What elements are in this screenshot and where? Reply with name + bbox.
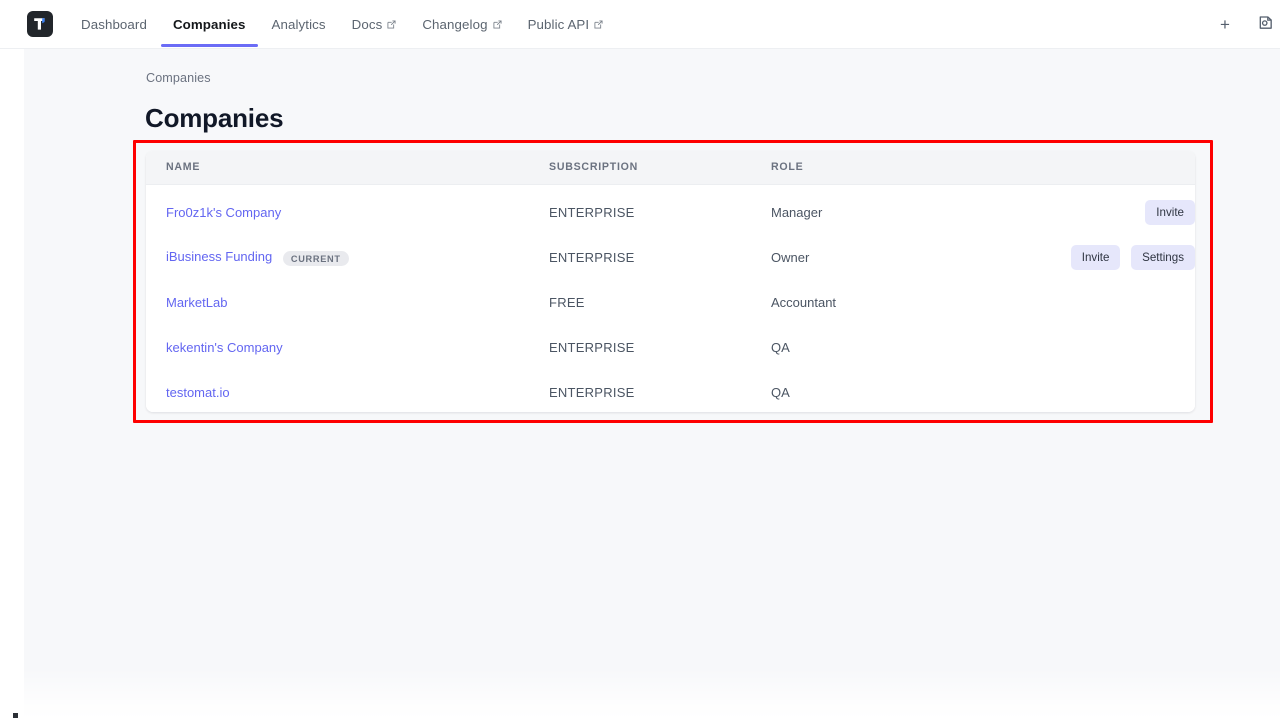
table-row: kekentin's Company ENTERPRISE QA bbox=[146, 325, 1195, 370]
nav-label-companies: Companies bbox=[172, 17, 246, 32]
nav-item-companies[interactable]: Companies bbox=[160, 0, 259, 49]
cell-name: iBusiness Funding CURRENT bbox=[146, 235, 529, 280]
plus-icon: + bbox=[1220, 15, 1230, 34]
column-header-name: NAME bbox=[146, 151, 529, 185]
cell-role: Manager bbox=[751, 184, 1041, 235]
table-head: NAME SUBSCRIPTION ROLE bbox=[146, 151, 1195, 185]
cell-role: Accountant bbox=[751, 280, 1041, 325]
brand-logo[interactable] bbox=[27, 11, 53, 37]
column-header-subscription: SUBSCRIPTION bbox=[529, 151, 751, 185]
cell-role: QA bbox=[751, 370, 1041, 412]
company-link[interactable]: MarketLab bbox=[166, 295, 228, 310]
cell-actions: Invite Settings bbox=[1041, 235, 1195, 280]
notification-button[interactable] bbox=[1254, 14, 1276, 36]
column-header-role: ROLE bbox=[751, 151, 1041, 185]
page-title: Companies bbox=[145, 103, 284, 133]
nav-item-analytics[interactable]: Analytics bbox=[259, 0, 339, 49]
nav-item-changelog[interactable]: Changelog bbox=[409, 0, 514, 49]
cell-subscription: FREE bbox=[529, 280, 751, 325]
breadcrumb[interactable]: Companies bbox=[146, 71, 211, 85]
company-link[interactable]: Fro0z1k's Company bbox=[166, 205, 282, 221]
cell-name: testomat.io bbox=[146, 370, 529, 412]
nav-actions: + bbox=[1214, 0, 1280, 49]
cell-subscription: ENTERPRISE bbox=[529, 325, 751, 370]
nav-item-public-api[interactable]: Public API bbox=[515, 0, 617, 49]
invite-button[interactable]: Invite bbox=[1070, 245, 1121, 270]
cell-actions bbox=[1041, 325, 1195, 370]
nav-label-changelog: Changelog bbox=[422, 17, 488, 32]
external-link-icon bbox=[493, 20, 502, 29]
nav-label-docs: Docs bbox=[351, 17, 383, 32]
cell-actions bbox=[1041, 370, 1195, 412]
status-badge-current: CURRENT bbox=[282, 250, 349, 266]
notification-icon bbox=[1257, 14, 1274, 36]
cell-name: kekentin's Company bbox=[146, 325, 529, 370]
nav-item-dashboard[interactable]: Dashboard bbox=[68, 0, 160, 49]
table-header-row: NAME SUBSCRIPTION ROLE bbox=[146, 151, 1195, 185]
table-row: MarketLab FREE Accountant bbox=[146, 280, 1195, 325]
testomat-t-logo-icon bbox=[32, 16, 48, 32]
top-navigation-bar: Dashboard Companies Analytics Docs Chang… bbox=[0, 0, 1280, 49]
invite-button[interactable]: Invite bbox=[1145, 200, 1195, 226]
cell-name: Fro0z1k's Company bbox=[146, 184, 529, 235]
nav-label-dashboard: Dashboard bbox=[81, 17, 147, 32]
corner-marker bbox=[13, 713, 18, 718]
table-row: iBusiness Funding CURRENT ENTERPRISE Own… bbox=[146, 235, 1195, 280]
companies-table-card: NAME SUBSCRIPTION ROLE Fro0z1k's Company… bbox=[146, 151, 1195, 412]
cell-subscription: ENTERPRISE bbox=[529, 184, 751, 235]
table-row: testomat.io ENTERPRISE QA bbox=[146, 370, 1195, 412]
companies-table: NAME SUBSCRIPTION ROLE Fro0z1k's Company… bbox=[146, 151, 1195, 412]
settings-button[interactable]: Settings bbox=[1131, 245, 1195, 270]
company-link[interactable]: testomat.io bbox=[166, 385, 230, 400]
cell-actions bbox=[1041, 280, 1195, 325]
add-new-button[interactable]: + bbox=[1214, 14, 1236, 36]
cell-role: QA bbox=[751, 325, 1041, 370]
external-link-icon bbox=[594, 20, 603, 29]
nav-label-analytics: Analytics bbox=[271, 17, 326, 32]
cell-name: MarketLab bbox=[146, 280, 529, 325]
table-row: Fro0z1k's Company ENTERPRISE Manager Inv… bbox=[146, 184, 1195, 235]
external-link-icon bbox=[387, 20, 396, 29]
nav-links: Dashboard Companies Analytics Docs Chang… bbox=[68, 0, 616, 49]
cell-actions: Invite bbox=[1041, 184, 1195, 235]
table-body: Fro0z1k's Company ENTERPRISE Manager Inv… bbox=[146, 184, 1195, 412]
cell-role: Owner bbox=[751, 235, 1041, 280]
nav-item-docs[interactable]: Docs bbox=[339, 0, 410, 49]
cell-subscription: ENTERPRISE bbox=[529, 235, 751, 280]
company-link[interactable]: iBusiness Funding bbox=[166, 249, 273, 265]
nav-label-public-api: Public API bbox=[527, 17, 590, 32]
column-header-actions bbox=[1041, 151, 1195, 185]
cell-subscription: ENTERPRISE bbox=[529, 370, 751, 412]
left-gutter bbox=[0, 49, 24, 720]
company-link[interactable]: kekentin's Company bbox=[166, 340, 283, 355]
